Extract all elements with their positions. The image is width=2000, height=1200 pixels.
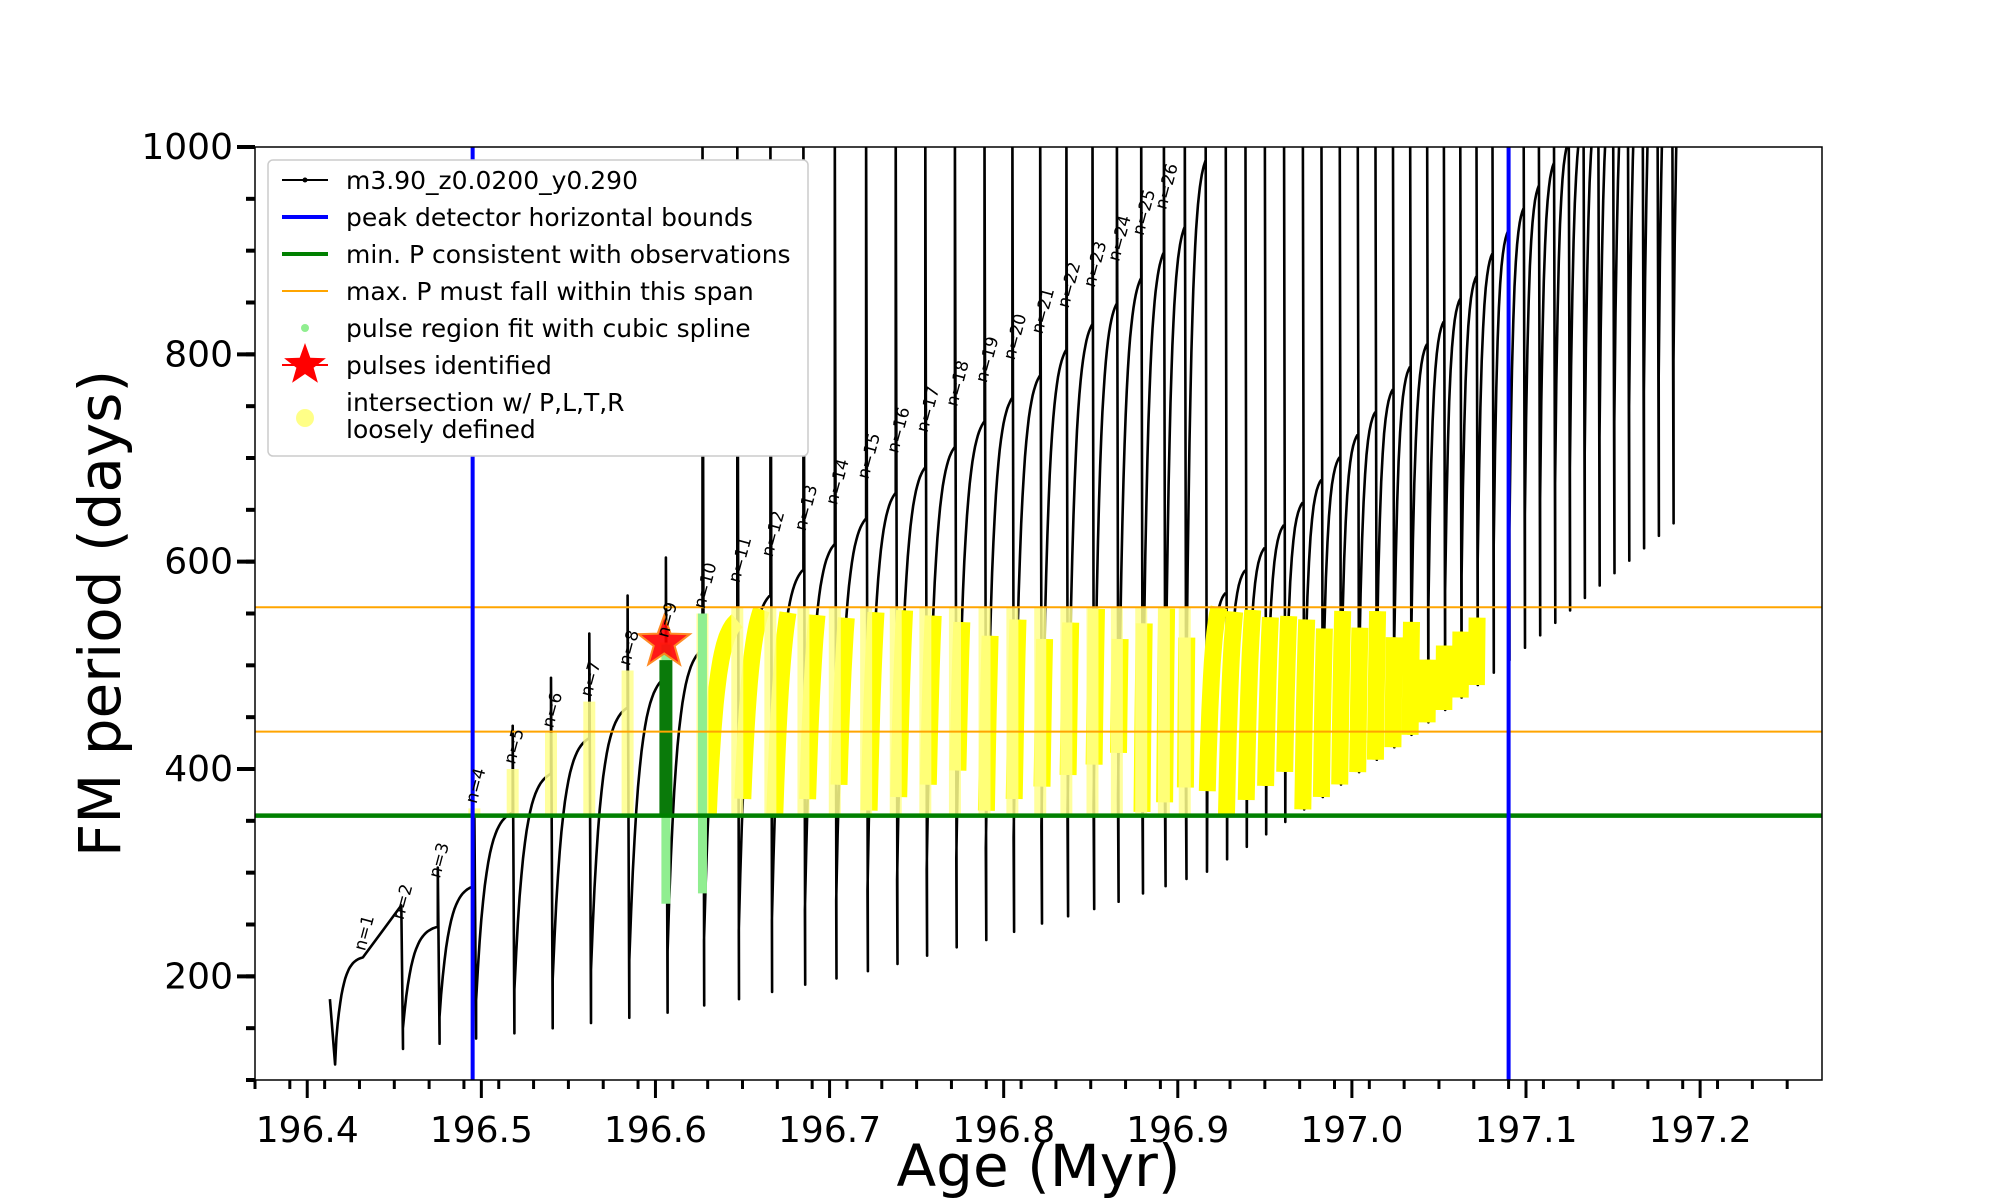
- x-tick-label: 196.6: [604, 1110, 707, 1151]
- pulse-label-n2: n=2: [389, 882, 418, 922]
- x-tick-label: 196.9: [1126, 1110, 1229, 1151]
- pulse-identified-star-0: [635, 612, 693, 667]
- legend-entry-4-marker: [301, 324, 309, 332]
- pulse-label-n14: n=14: [822, 457, 853, 507]
- plot-area: n=1n=2n=3n=4n=5n=6n=7n=8n=9n=10n=11n=12n…: [255, 94, 1822, 1080]
- legend-entry-3-label: max. P must fall within this span: [346, 277, 754, 306]
- x-tick-label: 196.8: [952, 1110, 1055, 1151]
- pulse-label-n27: n=27: [1172, 94, 1203, 144]
- intersection-highlight: [708, 607, 1508, 814]
- pulse-label-n11: n=11: [725, 535, 756, 585]
- axes: 196.4 196.5 196.6 196.7 196.8 196.9 197.0 197.1…: [141, 127, 1823, 1151]
- y-tick-label: 200: [164, 956, 233, 997]
- pulse-label-n18: n=18: [942, 358, 973, 408]
- pulse-label-n12: n=12: [758, 509, 789, 559]
- pulse-label-n8: n=8: [615, 628, 644, 668]
- plot-content: n=1n=2n=3n=4n=5n=6n=7n=8n=9n=10n=11n=12n…: [255, 94, 1822, 1080]
- pulse-label-n3: n=3: [425, 840, 454, 880]
- x-tick-label: 196.4: [256, 1110, 359, 1151]
- y-tick-label: 1000: [141, 127, 233, 168]
- x-tick-label: 197.2: [1649, 1110, 1752, 1151]
- legend-entry-5-label: pulses identified: [346, 351, 552, 380]
- pulse-label-n21: n=21: [1028, 286, 1059, 336]
- pulse-label-n13: n=13: [791, 483, 822, 533]
- legend-box: [267, 159, 809, 457]
- legend-entry-0-label: m3.90_z0.0200_y0.290: [346, 166, 638, 195]
- x-tick-label: 196.5: [430, 1110, 533, 1151]
- pulse-label-n17: n=17: [913, 384, 944, 434]
- pulse-label-n20: n=20: [1000, 312, 1031, 362]
- pulse-label-n19: n=19: [972, 335, 1003, 385]
- pulse-label-n16: n=16: [883, 405, 914, 455]
- pulse-label-n7: n=7: [577, 659, 606, 699]
- legend-entry-6-label-line2: loosely defined: [346, 415, 536, 444]
- pulse-label-n26: n=26: [1151, 161, 1182, 211]
- pulse-label-n15: n=15: [854, 431, 885, 481]
- pulse-label-n10: n=10: [690, 561, 721, 611]
- pulse-label-n6: n=6: [539, 690, 568, 730]
- pulse-label-n4: n=4: [462, 766, 491, 806]
- x-tick-label: 197.1: [1474, 1110, 1577, 1151]
- y-axis-title: FM period (days): [66, 370, 134, 857]
- x-tick-label: 196.7: [778, 1110, 881, 1151]
- legend-entry-2-label: min. P consistent with observations: [346, 240, 791, 269]
- y-tick-label: 800: [164, 334, 233, 375]
- x-axis-title: Age (Myr): [896, 1132, 1180, 1200]
- y-tick-label: 400: [164, 749, 233, 790]
- legend-entry-6-marker: [296, 409, 314, 427]
- legend-entry-6-label: intersection w/ P,L,T,R: [346, 388, 625, 417]
- model-period-curve: [328, 147, 1207, 1066]
- legend-entry-1-label: peak detector horizontal bounds: [346, 203, 753, 232]
- y-tick-label: 600: [164, 542, 233, 583]
- legend-entry-0-marker: [302, 177, 308, 183]
- legend-entry-4-label: pulse region fit with cubic spline: [346, 314, 751, 343]
- x-tick-label: 197.0: [1300, 1110, 1403, 1151]
- legend-entry-5-marker: [284, 343, 326, 383]
- pulse-label-n1: n=1: [350, 913, 379, 953]
